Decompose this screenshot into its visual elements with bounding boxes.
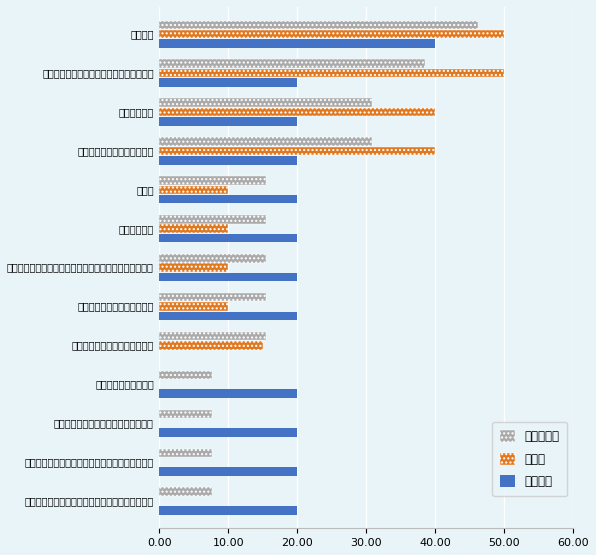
- Bar: [159, 311, 297, 320]
- Legend: ラオス全体, 製造業, 非製造業: ラオス全体, 製造業, 非製造業: [492, 422, 567, 496]
- Bar: [159, 428, 297, 437]
- Bar: [159, 108, 435, 117]
- Bar: [159, 506, 297, 514]
- Bar: [159, 254, 266, 263]
- Bar: [159, 371, 213, 379]
- Bar: [159, 59, 425, 68]
- Bar: [159, 467, 297, 476]
- Bar: [159, 390, 297, 398]
- Bar: [159, 293, 266, 301]
- Bar: [159, 98, 372, 107]
- Bar: [159, 234, 297, 243]
- Bar: [159, 332, 266, 340]
- Bar: [159, 448, 213, 457]
- Bar: [159, 69, 504, 77]
- Bar: [159, 341, 263, 350]
- Bar: [159, 185, 228, 194]
- Bar: [159, 30, 504, 38]
- Bar: [159, 156, 297, 164]
- Bar: [159, 224, 228, 233]
- Bar: [159, 410, 213, 418]
- Bar: [159, 78, 297, 87]
- Bar: [159, 264, 228, 272]
- Bar: [159, 39, 435, 48]
- Bar: [159, 273, 297, 281]
- Bar: [159, 117, 297, 125]
- Bar: [159, 195, 297, 204]
- Bar: [159, 21, 478, 29]
- Bar: [159, 215, 266, 224]
- Bar: [159, 302, 228, 311]
- Bar: [159, 147, 435, 155]
- Bar: [159, 487, 213, 496]
- Bar: [159, 176, 266, 185]
- Bar: [159, 137, 372, 146]
